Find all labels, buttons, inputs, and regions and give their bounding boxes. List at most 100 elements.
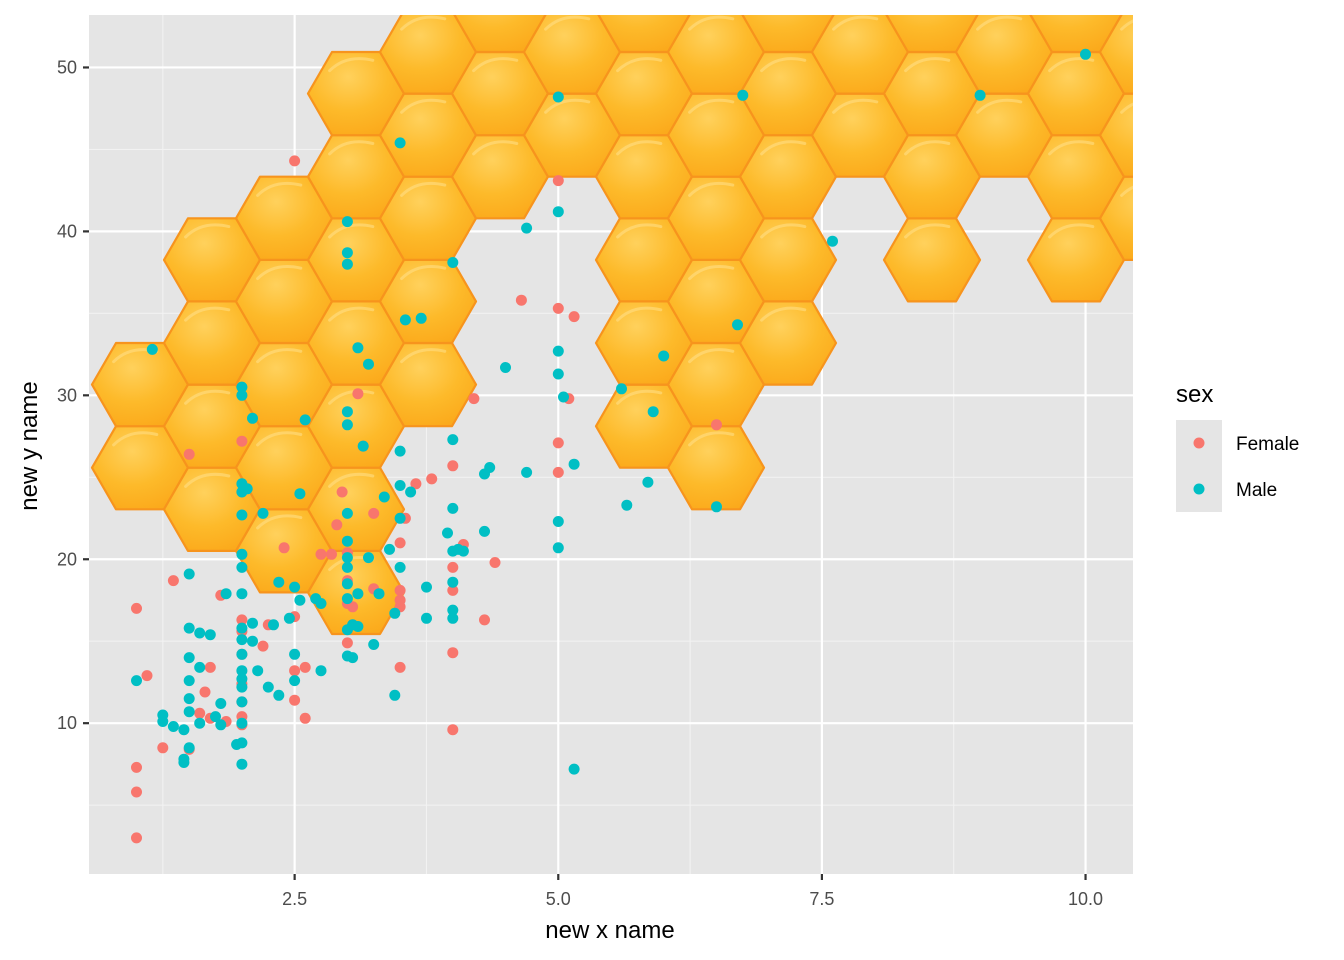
honeycomb-cell-shine: [1048, 57, 1095, 73]
point-male: [247, 635, 258, 647]
point-female: [368, 507, 380, 519]
honeycomb-cell-shine: [616, 140, 663, 156]
honeycomb-cell-shine: [184, 472, 231, 488]
data-points: [131, 48, 1091, 844]
point-male: [204, 629, 216, 641]
point-female: [257, 640, 269, 652]
point-male: [183, 693, 195, 705]
point-female: [552, 302, 564, 314]
point-female: [141, 670, 153, 682]
point-male: [389, 607, 401, 619]
point-male: [389, 689, 401, 701]
point-male: [236, 758, 248, 770]
honeycomb-cell-hex: [956, 0, 1052, 11]
honeycomb-cell: [1098, 92, 1133, 178]
y-tick-label: 50: [57, 57, 77, 77]
honeycomb-cell-shine: [1266, 100, 1309, 112]
point-male: [347, 652, 359, 664]
point-male: [194, 661, 206, 673]
point-male: [373, 588, 385, 600]
point-male: [405, 486, 417, 498]
honeycomb-cell: [1244, 11, 1340, 94]
point-female: [131, 761, 142, 773]
honeycomb-cell-hex: [524, 0, 620, 11]
point-female: [515, 294, 527, 306]
point-male: [357, 440, 369, 452]
honeycomb-cell-shine: [1120, 19, 1133, 31]
point-female: [447, 584, 459, 596]
point-male: [521, 222, 533, 234]
point-male: [378, 491, 390, 503]
honeycomb-cell-shine: [904, 140, 951, 156]
point-male: [421, 581, 432, 593]
point-male: [178, 757, 190, 768]
point-male: [183, 652, 195, 664]
point-male: [294, 488, 306, 500]
honeycomb-cell-shine: [616, 306, 663, 322]
point-female: [131, 786, 142, 798]
point-male: [210, 711, 221, 723]
point-female: [131, 832, 142, 844]
honeycomb-cell-shine: [760, 223, 807, 239]
honeycomb-cell: [1098, 175, 1133, 261]
y-axis-title: new y name: [16, 381, 43, 510]
point-male: [1080, 48, 1091, 60]
point-male: [236, 588, 248, 600]
y-tick-label: 40: [57, 221, 77, 241]
point-male: [315, 665, 327, 677]
honeycomb-cell-shine: [616, 389, 663, 405]
point-male: [236, 561, 248, 573]
point-male: [399, 314, 411, 326]
y-tick-label: 30: [57, 385, 77, 405]
honeycomb-cell-shine: [400, 181, 447, 197]
point-male: [283, 612, 295, 624]
honeycomb-cell-shine: [688, 348, 735, 364]
honeycomb-cell: [668, 0, 764, 11]
honeycomb-cell-shine: [688, 431, 735, 447]
point-female: [568, 311, 580, 323]
point-female: [289, 665, 301, 677]
honeycomb-cell-hex: [812, 0, 908, 11]
point-male: [658, 350, 670, 362]
honeycomb-cell-shine: [400, 15, 447, 31]
point-male: [341, 258, 353, 270]
point-female: [278, 542, 290, 554]
point-male: [552, 542, 564, 554]
legend-title: sex: [1176, 381, 1213, 408]
honeycomb-cell-shine: [1194, 225, 1237, 237]
point-male: [236, 665, 248, 677]
point-male: [363, 552, 374, 564]
honeycomb-cell-hex: [1244, 0, 1340, 11]
point-male: [299, 414, 311, 426]
honeycomb-cell-shine: [256, 265, 303, 281]
point-male: [167, 721, 179, 732]
x-tick-label: 5.0: [546, 889, 571, 909]
honeycomb-cell: [1172, 218, 1268, 301]
point-male: [568, 763, 580, 775]
honeycomb-cell-shine: [1048, 140, 1095, 156]
point-male: [737, 89, 749, 101]
point-male: [194, 717, 206, 729]
point-female: [426, 473, 438, 485]
point-male: [447, 576, 459, 588]
point-female: [447, 561, 459, 573]
point-female: [131, 602, 142, 614]
honeycomb-cell-shine: [256, 514, 303, 530]
point-female: [326, 548, 337, 560]
point-male: [521, 466, 533, 478]
honeycomb-cell-hex: [1172, 0, 1268, 52]
honeycomb-background: [90, 0, 1340, 636]
point-female: [341, 637, 353, 649]
point-female: [489, 557, 501, 568]
point-female: [447, 724, 459, 736]
point-female: [552, 175, 564, 187]
point-male: [447, 502, 459, 514]
point-male: [341, 247, 353, 259]
point-male: [394, 480, 406, 491]
honeycomb-cell-hex: [1172, 52, 1268, 135]
point-male: [183, 622, 195, 634]
honeycomb-cell-hex: [1100, 0, 1196, 11]
point-male: [484, 462, 496, 473]
honeycomb-cell-shine: [976, 98, 1023, 114]
honeycomb-cell-hex: [1098, 175, 1133, 261]
